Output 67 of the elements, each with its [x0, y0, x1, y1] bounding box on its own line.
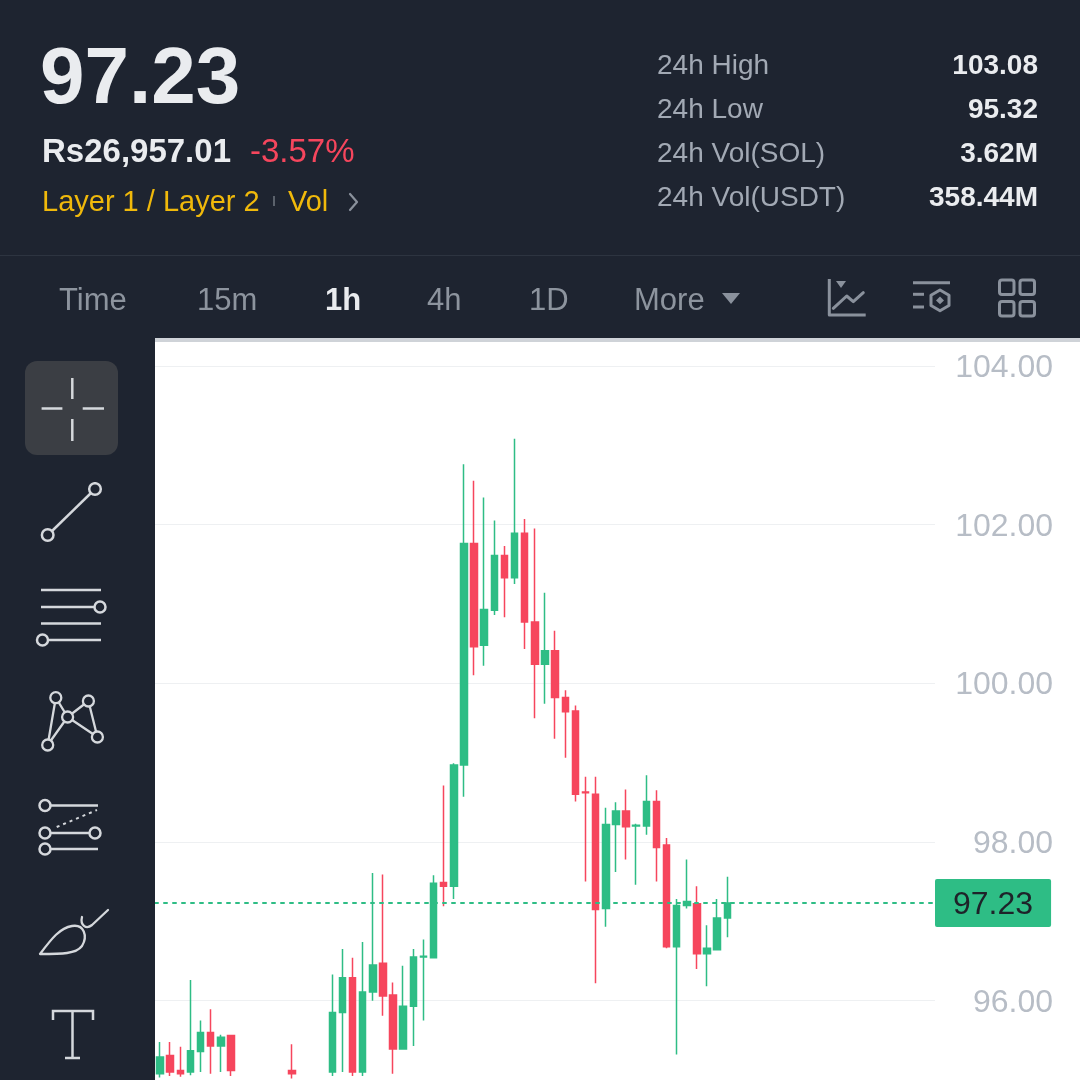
candlestick — [216, 1034, 226, 1073]
text: 95.32 — [967, 93, 1038, 124]
candlestick — [358, 941, 367, 1077]
text: Rs26,957.01 — [42, 132, 231, 169]
candlestick — [631, 822, 641, 886]
candlestick — [662, 837, 671, 950]
candlestick — [196, 1019, 205, 1073]
text: 24h Vol(USDT) — [657, 181, 846, 212]
text: 4h — [427, 282, 462, 317]
candlestick — [449, 762, 459, 900]
text: 24h High — [657, 49, 770, 80]
candlestick — [550, 630, 560, 740]
text: 1h — [325, 282, 362, 317]
ref-line-label: 97.23 — [953, 885, 1034, 922]
candlestick — [692, 885, 702, 970]
text: Vol — [288, 185, 329, 217]
candlestick — [581, 776, 590, 883]
text: 103.08 — [952, 49, 1038, 80]
candlestick — [378, 873, 388, 1017]
candlestick — [155, 1041, 165, 1079]
text: 24h Low — [657, 93, 763, 124]
candlestick — [398, 964, 408, 1050]
candlestick — [530, 527, 540, 719]
y-tick-label: 104.00 — [955, 347, 1053, 384]
text: 1D — [529, 282, 569, 317]
text: 358.44M — [929, 181, 1038, 212]
candlestick — [165, 1041, 175, 1077]
text: More — [634, 282, 705, 317]
candlestick — [419, 938, 428, 1022]
candlestick — [206, 1008, 215, 1075]
candlestick — [611, 801, 621, 873]
candlestick — [338, 948, 347, 1073]
candlestick — [642, 774, 651, 836]
candlestick — [287, 1043, 297, 1080]
text: Layer 1 / Layer 2 — [42, 185, 260, 217]
candlestick — [176, 1045, 185, 1078]
text: -3.57% — [250, 132, 355, 169]
candlestick — [459, 463, 469, 798]
candlestick — [571, 704, 580, 803]
candlestick — [490, 519, 499, 616]
candlestick — [186, 979, 195, 1076]
candlestick — [591, 776, 600, 984]
candlestick — [409, 948, 418, 1047]
candlestick — [702, 924, 712, 988]
candlestick — [388, 981, 398, 1075]
candlestick — [652, 789, 661, 883]
y-tick-label: 96.00 — [972, 982, 1053, 1019]
candlestick — [469, 480, 479, 677]
candlestick — [540, 592, 550, 705]
text: 24h Vol(SOL) — [657, 137, 826, 168]
candlestick — [479, 496, 489, 667]
candlestick — [328, 973, 337, 1077]
text: Time — [59, 282, 127, 317]
candlestick — [621, 788, 631, 861]
chart-title: 97.23 — [40, 31, 241, 120]
candlestick — [348, 957, 357, 1077]
candlestick — [439, 784, 448, 907]
candlestick — [226, 1034, 236, 1077]
candlestick — [510, 438, 519, 585]
candlestick — [520, 518, 529, 650]
candlestick — [561, 689, 570, 759]
y-tick-label: 98.00 — [972, 823, 1053, 860]
text: 3.62M — [960, 137, 1038, 168]
y-tick-label: 102.00 — [955, 506, 1053, 543]
y-tick-label: 100.00 — [955, 665, 1053, 702]
candlestick — [500, 545, 509, 619]
text: 15m — [197, 282, 258, 317]
